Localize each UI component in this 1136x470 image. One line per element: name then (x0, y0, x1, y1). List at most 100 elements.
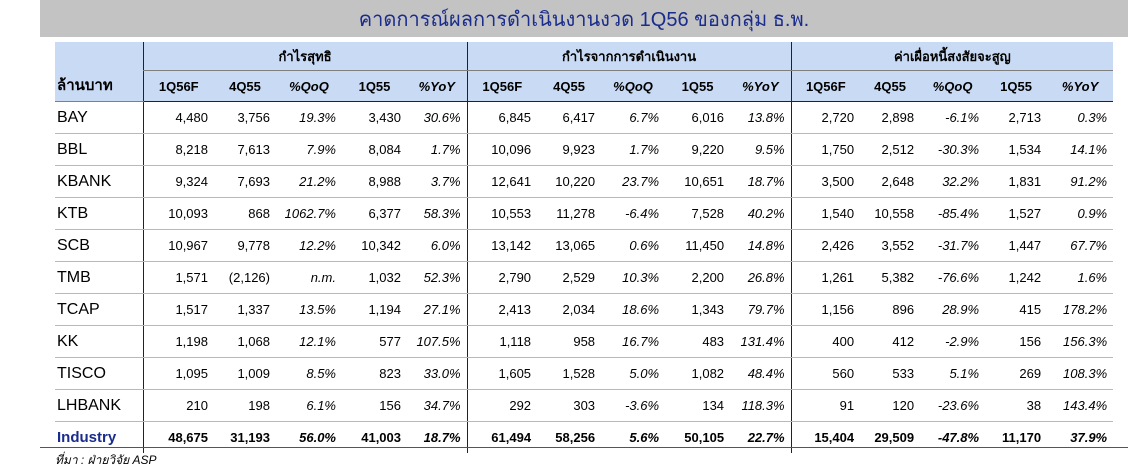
table-cell: 156.3% (1047, 325, 1114, 358)
table-cell: 6,377 (342, 197, 407, 230)
table-cell: 50,105 (684, 430, 725, 445)
column-header: %YoY (730, 70, 792, 102)
table-cell: 7,613 (214, 133, 276, 166)
table-cell: 3,756 (214, 101, 276, 134)
table-row: KK 1,198 1,068 12.1% 577 107.5% 1,118 958 16.7% 4… (55, 325, 1114, 358)
column-header: 4Q55 (537, 70, 602, 102)
table-cell: 1,605 (466, 357, 538, 390)
table-cell: 48,675 (142, 421, 214, 453)
table-cell: 8,988 (342, 165, 407, 198)
table-cell: 9.5% (730, 133, 792, 166)
table-cell: 8,084 (342, 133, 407, 166)
table-cell: 67.7% (1047, 229, 1114, 262)
table-cell: 156 (985, 325, 1048, 358)
bank-name: Industry (57, 429, 117, 446)
column-header: 1Q56F (142, 70, 214, 102)
bank-name: KBANK (55, 165, 143, 198)
table-cell: 1,343 (665, 293, 731, 326)
table-cell: 2,200 (665, 261, 731, 294)
table-cell: 14.8% (730, 229, 792, 262)
table-cell: 156 (342, 389, 407, 422)
table-cell: 6,016 (665, 101, 731, 134)
bank-name: BBL (55, 133, 143, 166)
table-cell: 9,778 (214, 229, 276, 262)
table-cell: 30.6% (407, 101, 468, 134)
bottom-rule (40, 447, 1128, 448)
column-header: %YoY (1047, 70, 1114, 102)
table-cell: 13,142 (466, 229, 538, 262)
bank-name: TISCO (55, 357, 143, 390)
table-cell: 415 (985, 293, 1048, 326)
table-cell: 6,845 (466, 101, 538, 134)
table-cell: 18.6% (601, 293, 666, 326)
table-cell: 40.2% (730, 197, 792, 230)
column-header: 1Q56F (790, 70, 861, 102)
table-cell: 10,558 (860, 197, 921, 230)
table-cell: 2,713 (985, 101, 1048, 134)
table-cell: 12.2% (276, 229, 342, 262)
table-cell: 0.3% (1047, 101, 1114, 134)
source-note: ที่มา : ฝ่ายวิจัย ASP (55, 453, 157, 467)
table-row: SCB 10,967 9,778 12.2% 10,342 6.0% 13,142 13,06… (55, 229, 1114, 262)
bank-name: SCB (55, 229, 143, 262)
table-cell: 143.4% (1047, 389, 1114, 422)
table-cell: 400 (790, 325, 861, 358)
table-cell: 21.2% (276, 165, 342, 198)
table-cell: 5.1% (920, 357, 986, 390)
table-cell: 896 (860, 293, 921, 326)
table-cell: 1,750 (790, 133, 861, 166)
column-header: %QoQ (601, 70, 666, 102)
table-cell: 10,220 (537, 165, 602, 198)
table-cell: n.m. (276, 261, 342, 294)
table-cell: 8,218 (142, 133, 214, 166)
bank-name: TMB (55, 261, 143, 294)
table-cell: 131.4% (730, 325, 792, 358)
table-row: KBANK 9,324 7,693 21.2% 8,988 3.7% 12,641 10,22… (55, 165, 1114, 198)
column-header: %YoY (407, 70, 468, 102)
bank-name: BAY (55, 101, 143, 134)
table-cell: 2,790 (466, 261, 538, 294)
column-header: 1Q56F (466, 70, 538, 102)
table-cell: 79.7% (730, 293, 792, 326)
table-cell: -30.3% (920, 133, 986, 166)
table-cell: 5.6% (629, 430, 660, 445)
table-cell: 4,480 (142, 101, 214, 134)
group-header-operating-profit: กำไรจากการดำเนินงาน (466, 42, 792, 71)
table-cell: 27.1% (407, 293, 468, 326)
table-cell: 34.7% (407, 389, 468, 422)
table-cell: 9,324 (142, 165, 214, 198)
table-cell: 1,118 (466, 325, 538, 358)
table-cell: 1,242 (985, 261, 1048, 294)
table-cell: 18.7% (730, 165, 792, 198)
table-cell: 2,898 (860, 101, 921, 134)
column-header-row: 1Q56F 4Q55 %QoQ 1Q55 %YoY 1Q56F 4Q55 %QoQ 1Q55 %Y… (55, 70, 1114, 102)
table-row: BBL 8,218 7,613 7.9% 8,084 1.7% 10,096 9,923 1.7… (55, 133, 1114, 166)
table-cell: 7.9% (276, 133, 342, 166)
table-cell: 1.7% (601, 133, 666, 166)
table-cell: 11,278 (537, 197, 602, 230)
table-cell: 1,528 (537, 357, 602, 390)
table-cell: 19.3% (276, 101, 342, 134)
table-cell: 1,831 (985, 165, 1048, 198)
column-header: 4Q55 (860, 70, 921, 102)
table-cell: 2,034 (537, 293, 602, 326)
table-cell: 28.9% (920, 293, 986, 326)
table-cell: 0.6% (601, 229, 666, 262)
table-row: BAY 4,480 3,756 19.3% 3,430 30.6% 6,845 6,417 6.… (55, 101, 1114, 134)
table-cell: (2,126) (214, 261, 276, 294)
table-cell: 577 (342, 325, 407, 358)
table-cell: 1,009 (214, 357, 276, 390)
table-cell: 1,194 (342, 293, 407, 326)
table-cell: 10,553 (466, 197, 538, 230)
table-cell: 303 (537, 389, 602, 422)
table-cell: 6.1% (276, 389, 342, 422)
table-cell: 1,337 (214, 293, 276, 326)
table-row: TCAP 1,517 1,337 13.5% 1,194 27.1% 2,413 2,034 1… (55, 293, 1114, 326)
table-cell: 6.7% (601, 101, 666, 134)
table-cell: 10,967 (142, 229, 214, 262)
table-cell: 1,540 (790, 197, 861, 230)
table-cell: 10.3% (601, 261, 666, 294)
table-cell: 10,342 (342, 229, 407, 262)
table-cell: 13.8% (730, 101, 792, 134)
table-cell: 37.9% (1070, 430, 1108, 445)
